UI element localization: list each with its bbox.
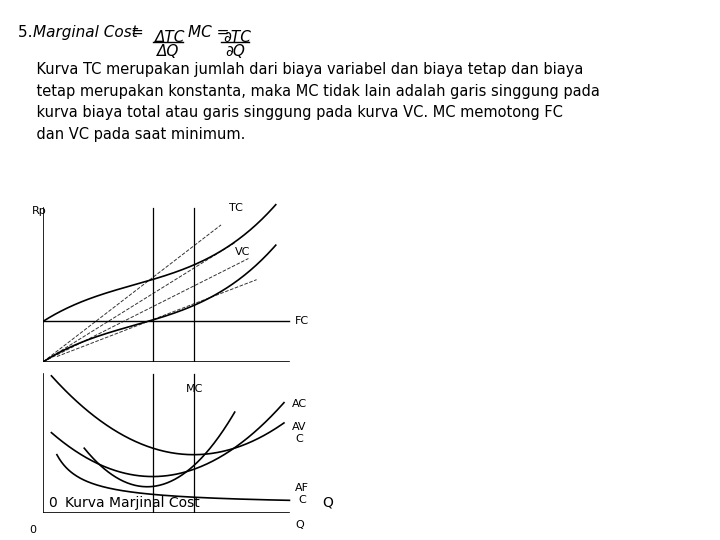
Text: ΔQ: ΔQ bbox=[157, 44, 179, 59]
Text: MC =: MC = bbox=[188, 25, 230, 40]
Text: =: = bbox=[130, 25, 143, 40]
Text: MC: MC bbox=[186, 384, 203, 394]
Text: TC: TC bbox=[229, 203, 243, 213]
Text: FC: FC bbox=[295, 316, 309, 326]
Text: Marginal Cost: Marginal Cost bbox=[33, 25, 138, 40]
Text: AV
C: AV C bbox=[292, 422, 307, 443]
Text: ∂TC: ∂TC bbox=[223, 30, 251, 45]
Text: Q: Q bbox=[322, 496, 333, 510]
Text: Rp: Rp bbox=[32, 206, 47, 217]
Text: ∂Q: ∂Q bbox=[225, 44, 245, 59]
Text: AC: AC bbox=[292, 399, 307, 409]
Text: 0: 0 bbox=[30, 525, 37, 535]
Text: 5.: 5. bbox=[18, 25, 37, 40]
Text: AF
C: AF C bbox=[295, 483, 309, 505]
Text: VC: VC bbox=[235, 247, 250, 256]
Text: Kurva TC merupakan jumlah dari biaya variabel dan biaya tetap dan biaya
    teta: Kurva TC merupakan jumlah dari biaya var… bbox=[18, 62, 600, 142]
Text: 0: 0 bbox=[48, 496, 57, 510]
Text: Q: Q bbox=[295, 521, 304, 530]
Text: Kurva Marjinal Cost: Kurva Marjinal Cost bbox=[65, 496, 199, 510]
Text: ΔTC: ΔTC bbox=[155, 30, 185, 45]
